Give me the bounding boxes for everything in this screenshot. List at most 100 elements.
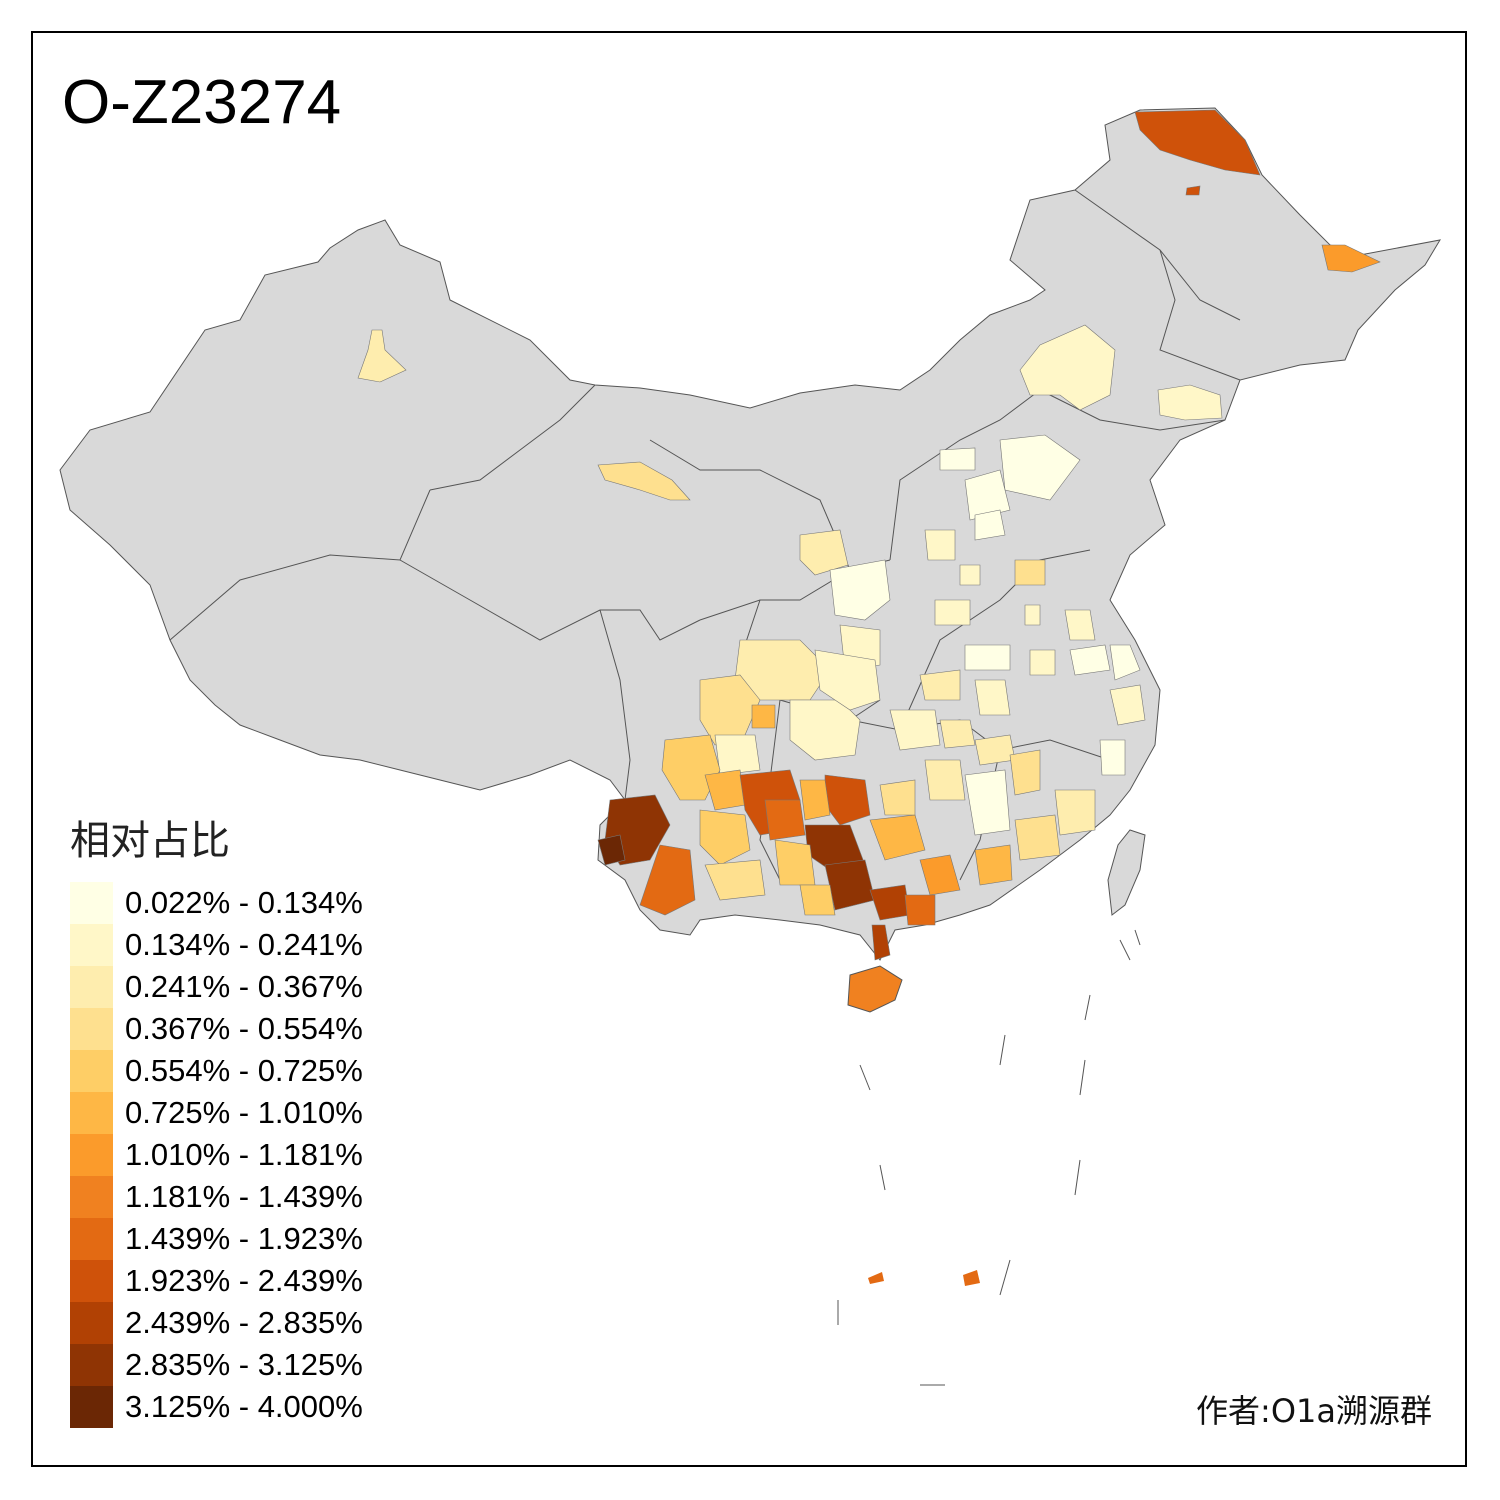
region-guizhou-s [799, 779, 831, 821]
legend-item: 0.725% - 1.010% [70, 1092, 363, 1134]
legend-swatch [70, 1260, 113, 1302]
region-beijing [964, 469, 1011, 521]
region-guangdong-e [974, 844, 1013, 886]
region-shanxi-b [924, 529, 956, 561]
region-yunnan-se [704, 859, 766, 901]
legend-swatch [70, 1134, 113, 1176]
island-orange-b [963, 1270, 980, 1286]
legend-item: 0.241% - 0.367% [70, 966, 363, 1008]
region-henan-a [934, 599, 971, 626]
region-henan-c [964, 644, 1011, 671]
legend-label: 2.439% - 2.835% [125, 1305, 363, 1340]
legend-item: 0.134% - 0.241% [70, 924, 363, 966]
legend-label: 3.125% - 4.000% [125, 1389, 363, 1424]
legend-label: 1.439% - 1.923% [125, 1221, 363, 1256]
region-leizhou [871, 924, 891, 961]
region-henan-d [1029, 649, 1056, 676]
region-gansu [597, 461, 691, 501]
region-henan-b [1024, 604, 1041, 626]
author-credit: 作者:O1a溯源群 [1196, 1392, 1432, 1430]
region-hubei-b [974, 679, 1011, 716]
legend-swatch [70, 1386, 113, 1428]
legend-item: 0.022% - 0.134% [70, 882, 363, 924]
legend-item: 1.181% - 1.439% [70, 1176, 363, 1218]
legend-item: 1.923% - 2.439% [70, 1260, 363, 1302]
region-zhejiang-b [1099, 739, 1126, 776]
region-hebei-a [939, 447, 976, 471]
region-jiangsu [1069, 644, 1111, 676]
region-shanxi-a [974, 509, 1006, 541]
region-hebei-b [999, 434, 1081, 501]
region-inner-mongolia-east [1019, 324, 1116, 411]
region-sichuan-mid [751, 704, 776, 729]
legend-item: 0.554% - 0.725% [70, 1050, 363, 1092]
legend-title: 相对占比 [70, 818, 230, 864]
legend-label: 1.010% - 1.181% [125, 1137, 363, 1172]
legend-item: 2.835% - 3.125% [70, 1344, 363, 1386]
legend-label: 0.134% - 0.241% [125, 927, 363, 962]
region-guangxi-w [774, 839, 816, 886]
legend-label: 0.725% - 1.010% [125, 1095, 363, 1130]
region-hunan-b [939, 719, 976, 749]
legend-label: 0.367% - 0.554% [125, 1011, 363, 1046]
region-jiangxi-b [1009, 749, 1041, 796]
region-jilin [1157, 384, 1223, 421]
region-guangdong-c [919, 854, 961, 896]
region-fujian-a [964, 769, 1011, 836]
region-xinjiang-north [357, 329, 407, 383]
legend-swatch [70, 1344, 113, 1386]
region-guizhou-c [764, 799, 806, 841]
legend-swatch [70, 966, 113, 1008]
legend-swatch [70, 1050, 113, 1092]
region-guangdong-w [904, 894, 936, 926]
hainan-island [847, 965, 903, 1013]
legend-swatch [70, 1176, 113, 1218]
legend-items: 0.022% - 0.134% 0.134% - 0.241% 0.241% - 0… [70, 882, 363, 1428]
legend-item: 1.010% - 1.181% [70, 1134, 363, 1176]
region-guangxi-e [869, 814, 926, 861]
region-chongqing [814, 649, 881, 711]
region-heilongjiang-east [1321, 244, 1381, 273]
south-sea-islands [837, 929, 1141, 1386]
legend-label: 1.923% - 2.439% [125, 1263, 363, 1298]
legend-item: 1.439% - 1.923% [70, 1218, 363, 1260]
legend-swatch [70, 1092, 113, 1134]
legend-swatch [70, 1302, 113, 1344]
region-hunan-a [889, 709, 941, 751]
legend-label: 0.241% - 0.367% [125, 969, 363, 1004]
region-heilongjiang-north [1134, 109, 1261, 176]
legend-item: 3.125% - 4.000% [70, 1386, 363, 1428]
region-guangxi-n [879, 779, 916, 816]
island-orange-a [868, 1272, 884, 1284]
legend-label: 0.554% - 0.725% [125, 1053, 363, 1088]
map-frame [31, 31, 1467, 1467]
legend-label: 0.022% - 0.134% [125, 885, 363, 920]
region-fujian-b [1054, 789, 1096, 836]
region-heilongjiang-small [1185, 185, 1201, 196]
region-anhui [1064, 609, 1096, 641]
legend-label: 2.835% - 3.125% [125, 1347, 363, 1382]
map-title: O-Z23274 [62, 68, 342, 137]
region-shaanxi-mid [829, 559, 891, 621]
region-jiangxi-a [974, 734, 1016, 766]
region-fills [357, 109, 1381, 961]
region-hunan-s [924, 759, 966, 801]
region-zhejiang-a [1109, 684, 1146, 726]
region-sichuan-sw [714, 734, 761, 776]
region-guangdong-ne [1014, 814, 1061, 861]
region-yunnan-nw [661, 734, 721, 801]
region-yunnan-far-w [597, 834, 626, 866]
region-shanghai [1109, 644, 1141, 681]
legend-label: 1.181% - 1.439% [125, 1179, 363, 1214]
legend-swatch [70, 1218, 113, 1260]
legend-swatch [70, 882, 113, 924]
region-yunnan-c [699, 809, 751, 866]
region-guangxi-se [799, 884, 836, 916]
legend-item: 0.367% - 0.554% [70, 1008, 363, 1050]
legend: 相对占比 0.022% - 0.134% 0.134% - 0.241% 0.241… [70, 816, 363, 1428]
taiwan-island [1107, 829, 1146, 916]
legend-swatch [70, 924, 113, 966]
region-shanxi-c [959, 564, 981, 586]
legend-item: 2.439% - 2.835% [70, 1302, 363, 1344]
